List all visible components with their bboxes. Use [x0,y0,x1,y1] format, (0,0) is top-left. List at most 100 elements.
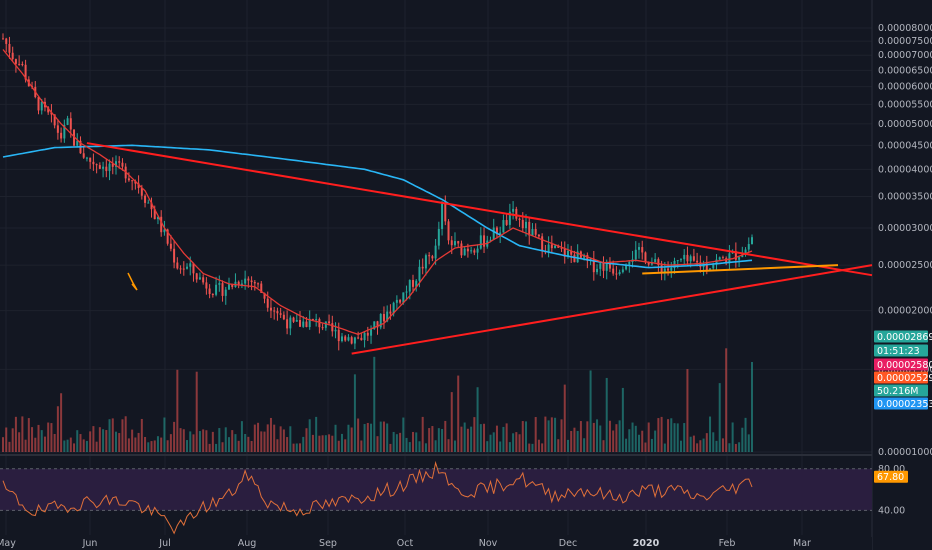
candle-body [402,292,405,303]
volume-bar [528,443,531,452]
candle-body [705,263,708,271]
price-tags: 0.00002869 01:51:23 0.00002580 0.00002529 50… [874,330,932,483]
candle-body [276,311,279,314]
volume-bar [140,418,143,452]
candle-body [292,317,295,322]
volume-bar [102,429,105,452]
volume-bar [618,420,621,452]
volume-bar [392,431,395,452]
candle-body [282,314,285,320]
month-label: 2020 [633,538,660,549]
volume-bar [586,421,589,452]
candle-body [182,268,185,270]
time-axis-bg [0,537,872,550]
volume-bar [421,416,424,452]
price-tag-bg [874,384,928,397]
candlestick-series[interactable] [1,33,754,351]
candle-body [205,282,208,289]
volume-bar [282,429,285,452]
ma-short-line [2,49,753,336]
volume-bar [189,431,192,452]
volume-bar [447,439,450,452]
candle-body [376,321,379,328]
candle-body [657,259,660,266]
month-label: Dec [559,538,577,549]
volume-bar [127,438,130,452]
candle-body [260,283,263,293]
volume-bar [412,431,415,452]
rsi-pane[interactable] [0,460,872,535]
candle-body [696,260,699,263]
volume-bar [544,416,547,452]
volume-bar [63,440,66,452]
candle-body [592,258,595,273]
candle-body [253,282,256,284]
volume-bar [315,416,318,452]
candle-body [721,257,724,259]
candle-body [686,254,689,262]
volume-bar [263,431,266,452]
volume-bar [673,423,676,452]
candle-body [240,283,243,286]
candle-body [495,227,498,235]
candle-body [186,266,189,269]
candle-body [634,249,637,260]
time-axis[interactable]: May Jun Jul Aug Sep Oct Nov Dec 2020 Feb Mar [0,537,872,550]
rsi-tick-label: 40.00 [878,505,905,516]
candle-body [412,280,415,287]
candle-body [528,221,531,236]
candle-body [499,232,502,235]
volume-bar [444,420,447,452]
candle-body [60,132,63,139]
volume-bar [605,377,608,452]
volume-bar [399,432,402,452]
candle-body [418,266,421,281]
candle-body [605,262,608,271]
candle-body [738,257,741,260]
candle-body [547,244,550,253]
volume-bar [260,431,263,452]
price-tick-label: 0.00001000 [878,447,932,458]
price-tick-label: 0.00002000 [878,306,932,317]
volume-bar [202,429,205,452]
volume-bar [408,442,411,452]
price-tick-label: 0.00005500 [878,99,932,110]
volume-bar [18,432,21,452]
volume-bar [318,435,321,452]
month-label: May [0,538,16,549]
volume-bar [554,417,557,452]
volume-bar [638,434,641,452]
volume-bar [347,424,350,452]
candle-body [505,220,508,225]
volume-bar [205,430,208,452]
candle-body [550,244,553,249]
candle-body [318,319,321,328]
volume-bar [98,427,101,452]
price-tag-bg [874,358,928,371]
candle-body [98,165,101,169]
price-tick-label: 0.00003000 [878,223,932,234]
candle-body [144,195,147,203]
volume-bar [583,438,586,452]
volume-bar [579,421,582,452]
volume-bar [470,426,473,452]
volume-bar [667,419,670,452]
trendlines[interactable] [86,142,873,355]
volume-bar [134,437,137,452]
volume-bars [1,348,754,452]
candle-body [560,247,563,249]
month-label: Jul [158,538,170,549]
candle-body [134,181,137,184]
price-tag-label: 01:51:23 [877,346,920,357]
volume-bar [334,424,337,452]
candle-body [321,327,324,329]
price-tag-label: 0.00002353 [877,399,932,410]
candle-body [534,229,537,235]
candle-body [95,164,98,166]
candle-body [24,64,27,80]
candle-body [105,166,108,172]
volume-bar [69,437,72,452]
candle-body [156,216,159,220]
pattern-marker [127,272,138,291]
